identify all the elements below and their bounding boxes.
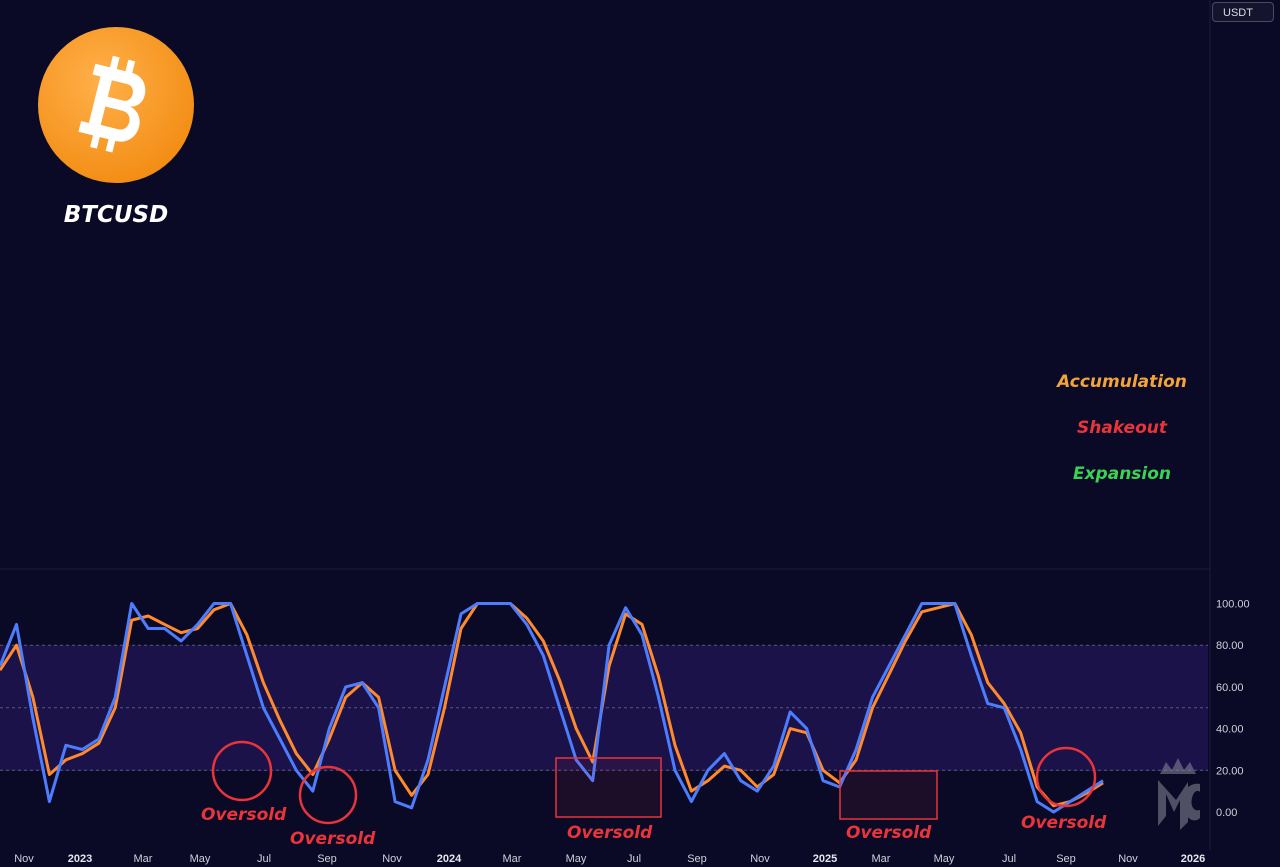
stoch-axis-label: 80.00	[1216, 640, 1244, 652]
time-axis-label: Jul	[1002, 853, 1016, 865]
oversold-circle	[298, 765, 358, 825]
stoch-axis-label: 20.00	[1216, 765, 1244, 777]
time-axis-label: Mar	[134, 853, 153, 865]
time-axis-label: May	[190, 853, 211, 865]
stoch-axis: 100.00 80.00 60.00 40.00 20.00 0.00	[1216, 599, 1250, 820]
stoch-axis-label: 40.00	[1216, 724, 1244, 736]
oversold-box	[555, 757, 662, 818]
stoch-axis-label: 60.00	[1216, 682, 1244, 694]
time-axis-label: Sep	[687, 853, 707, 865]
time-axis-label: Sep	[1056, 853, 1076, 865]
time-axis-label: Nov	[750, 853, 770, 865]
zone-legend: Accumulation Shakeout Expansion	[1055, 372, 1187, 484]
time-axis-label: 2023	[68, 853, 92, 865]
mc-watermark-logo-icon	[1158, 758, 1200, 830]
stoch-axis-label: 100.00	[1216, 599, 1250, 611]
legend-shakeout: Shakeout	[1077, 418, 1168, 438]
time-axis-label: 2025	[813, 853, 837, 865]
oversold-circle	[211, 740, 273, 802]
oversold-label: Oversold	[1021, 813, 1107, 833]
oversold-label: Oversold	[201, 805, 287, 825]
time-axis-label: Nov	[1118, 853, 1138, 865]
oversold-label: Oversold	[846, 823, 932, 843]
time-axis-label: 2024	[437, 853, 462, 865]
time-axis-label: Sep	[317, 853, 337, 865]
stoch-d-line	[0, 602, 1104, 808]
legend-accumulation: Accumulation	[1055, 372, 1187, 392]
time-axis-label: Jul	[627, 853, 641, 865]
oversold-markers: Oversold Oversold Oversold Oversold Over…	[201, 740, 1107, 849]
time-axis-label: Jul	[257, 853, 271, 865]
time-axis-label: May	[566, 853, 587, 865]
time-axis-label: May	[934, 853, 955, 865]
time-axis-label: Nov	[14, 853, 34, 865]
bitcoin-logo-icon	[38, 27, 194, 183]
oversold-label: Oversold	[290, 829, 376, 849]
oversold-circle	[1035, 746, 1097, 808]
currency-badge[interactable]: USDT	[1212, 2, 1274, 22]
stoch-k-line	[0, 602, 1104, 814]
stoch-axis-label: 0.00	[1216, 807, 1237, 819]
legend-expansion: Expansion	[1073, 464, 1171, 484]
time-axis-label: Nov	[382, 853, 402, 865]
oversold-box	[839, 770, 938, 820]
time-axis-label: Mar	[503, 853, 522, 865]
oversold-label: Oversold	[567, 823, 653, 843]
time-axis: Nov 2023 Mar May Jul Sep Nov 2024 Mar May Jul Sep No…	[14, 853, 1205, 865]
time-axis-label: 2026	[1181, 853, 1205, 865]
time-axis-label: Mar	[872, 853, 891, 865]
ticker-label: BTCUSD	[64, 202, 168, 228]
